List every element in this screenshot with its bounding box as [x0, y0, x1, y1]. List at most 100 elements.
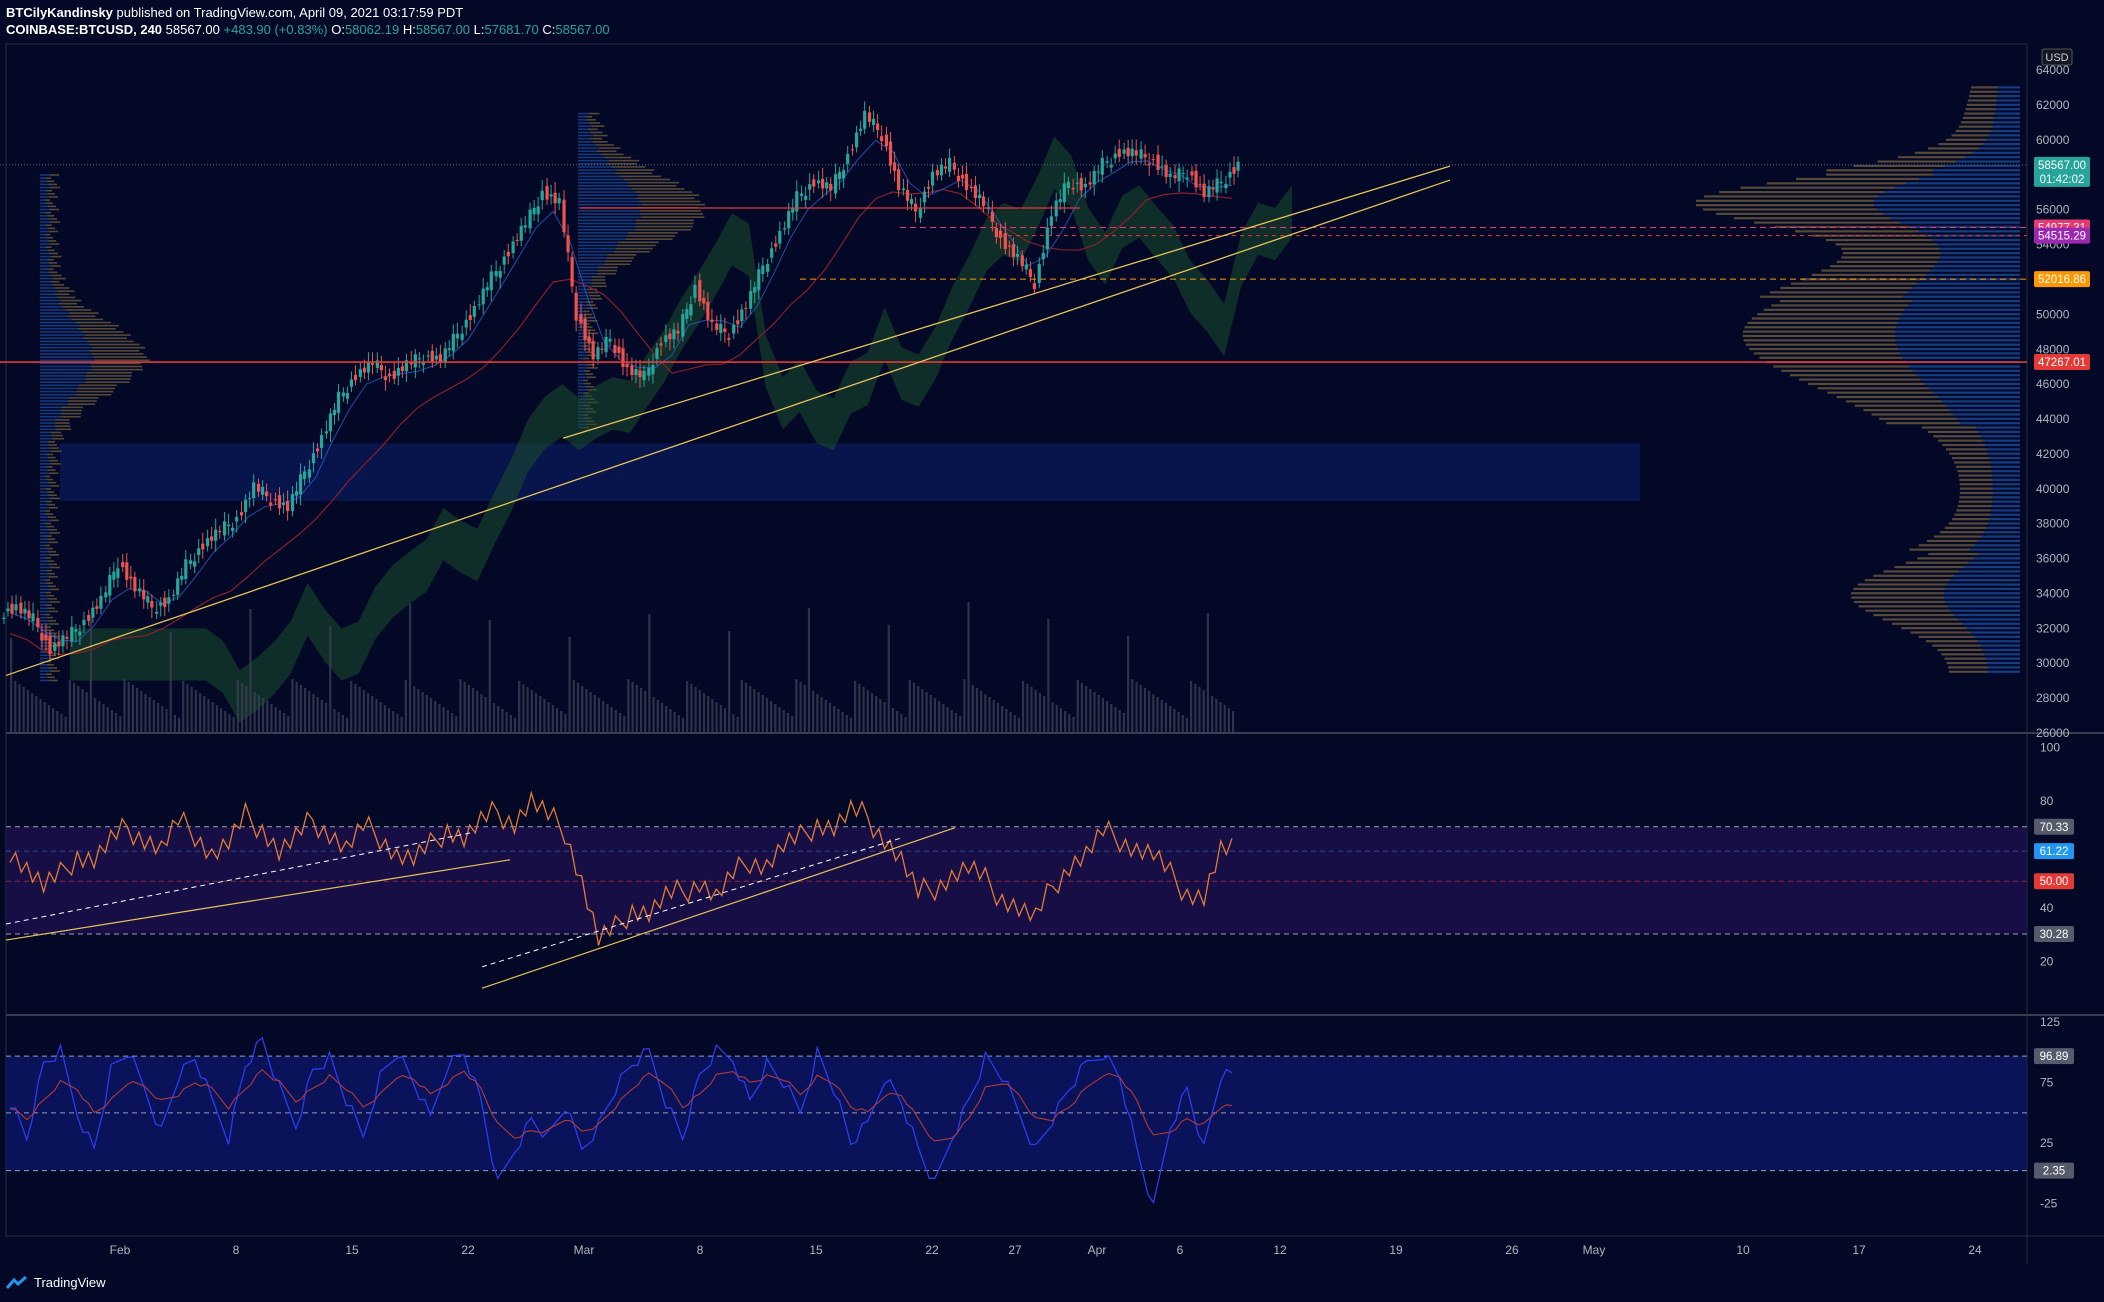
- candle-body: [1177, 168, 1181, 182]
- footer: TradingView: [6, 1275, 106, 1290]
- volume-profile-bar: [578, 216, 642, 218]
- author-name[interactable]: BTCilyKandinsky: [6, 5, 113, 20]
- candle-body: [812, 179, 816, 187]
- volume-profile-bar: [71, 318, 104, 321]
- volume-profile-bar: [1877, 195, 2020, 198]
- volume-bar: [1131, 679, 1134, 733]
- volume-profile-bar: [40, 532, 51, 534]
- volume-profile-bar: [40, 321, 76, 324]
- stoch-tick-label: 25: [2040, 1136, 2054, 1150]
- volume-profile-bar: [48, 183, 58, 186]
- price-label-countdown: 01:42:02: [2040, 174, 2085, 186]
- volume-profile-bar: [1836, 260, 1938, 263]
- volume-bar: [975, 688, 979, 733]
- volume-profile-bar: [578, 285, 593, 288]
- volume-profile-bar: [47, 676, 55, 679]
- volume-profile-bar: [1895, 330, 2020, 333]
- volume-profile-bar: [1983, 142, 2020, 146]
- candle-body: [494, 271, 498, 277]
- volume-profile-bar: [40, 393, 76, 396]
- volume-profile-bar: [1983, 439, 2020, 442]
- rsi-level-box: [2034, 925, 2074, 942]
- candle-body: [1020, 255, 1024, 267]
- volume-bar: [942, 704, 945, 733]
- volume-profile-bar: [1986, 526, 2020, 529]
- volume-profile-bar: [40, 563, 49, 566]
- volume-profile-bar: [47, 503, 56, 506]
- tradingview-logo-icon[interactable]: [6, 1275, 28, 1290]
- candle-body: [888, 141, 893, 166]
- volume-profile-bar: [1891, 217, 2020, 220]
- volume-profile-bar: [623, 178, 670, 181]
- candle-body: [464, 319, 468, 328]
- volume-profile-bar: [589, 122, 601, 124]
- volume-bar: [883, 702, 886, 733]
- volume-profile-bar: [1985, 443, 2020, 447]
- candle-body: [770, 248, 774, 258]
- volume-profile-bar: [1992, 487, 2020, 490]
- candle-body: [91, 607, 95, 618]
- volume-profile-bar: [60, 415, 81, 418]
- volume-bar: [408, 603, 412, 733]
- volume-profile-bar: [585, 373, 594, 375]
- volume-bar: [1017, 718, 1021, 733]
- volume-profile-bar: [40, 660, 46, 663]
- volume-bar: [39, 699, 42, 733]
- tradingview-brand[interactable]: TradingView: [34, 1275, 106, 1290]
- volume-profile-bar: [40, 265, 51, 267]
- volume-bar: [1190, 681, 1193, 733]
- candle-body: [1211, 187, 1215, 190]
- volume-profile-bar: [40, 456, 48, 459]
- candle-body: [239, 512, 244, 516]
- volume-bar: [677, 715, 680, 733]
- volume-profile-bar: [607, 254, 637, 256]
- volume-bar: [345, 718, 349, 733]
- candle-body: [1007, 245, 1011, 247]
- currency-badge: USD: [2041, 48, 2073, 66]
- volume-bar: [480, 694, 483, 733]
- candle-body: [600, 348, 604, 350]
- candle-body: [1088, 182, 1092, 185]
- volume-profile-bar: [578, 225, 636, 228]
- candle-body: [909, 199, 914, 204]
- volume-profile-left-1: [40, 174, 150, 682]
- volume-profile-bar: [40, 488, 46, 490]
- volume-bar: [350, 681, 353, 733]
- volume-profile-bar: [1980, 435, 2020, 438]
- volume-profile-bar: [40, 208, 50, 211]
- volume-profile-bar: [1873, 574, 1955, 577]
- candle-body: [74, 629, 78, 632]
- volume-profile-bar: [40, 500, 47, 503]
- volume-profile-bar: [45, 475, 51, 478]
- volume-bar: [140, 691, 143, 733]
- volume-bar: [669, 709, 672, 733]
- volume-profile-bar: [45, 660, 51, 663]
- volume-bar: [1080, 683, 1084, 733]
- candle-body: [676, 330, 680, 334]
- volume-bar: [488, 620, 491, 733]
- candle-body: [345, 393, 350, 399]
- candle-body: [876, 123, 880, 130]
- volume-profile-bar: [1955, 160, 2020, 163]
- volume-bar: [282, 713, 286, 733]
- symbol-name[interactable]: COINBASE:BTCUSD, 240: [6, 22, 163, 37]
- price-tick-label: 44000: [2036, 412, 2070, 426]
- candle-body: [617, 346, 621, 353]
- volume-profile-bar: [584, 348, 592, 350]
- volume-profile-bar: [1954, 613, 2020, 617]
- volume-profile-bar: [46, 202, 54, 205]
- volume-profile-bar: [40, 670, 50, 672]
- volume-profile-bar: [40, 459, 50, 462]
- volume-bar: [816, 694, 819, 733]
- volume-bar: [425, 695, 428, 733]
- volume-profile-bar: [1789, 374, 1917, 377]
- candle-body: [960, 174, 965, 179]
- volume-profile-bar: [40, 604, 46, 606]
- volume-profile-bar: [578, 373, 586, 375]
- price-label-text: 52016.86: [2038, 274, 2086, 286]
- candle-body: [685, 309, 689, 319]
- candle-body: [672, 329, 676, 340]
- volume-profile-bar: [1944, 596, 2020, 599]
- candle-body: [557, 198, 561, 204]
